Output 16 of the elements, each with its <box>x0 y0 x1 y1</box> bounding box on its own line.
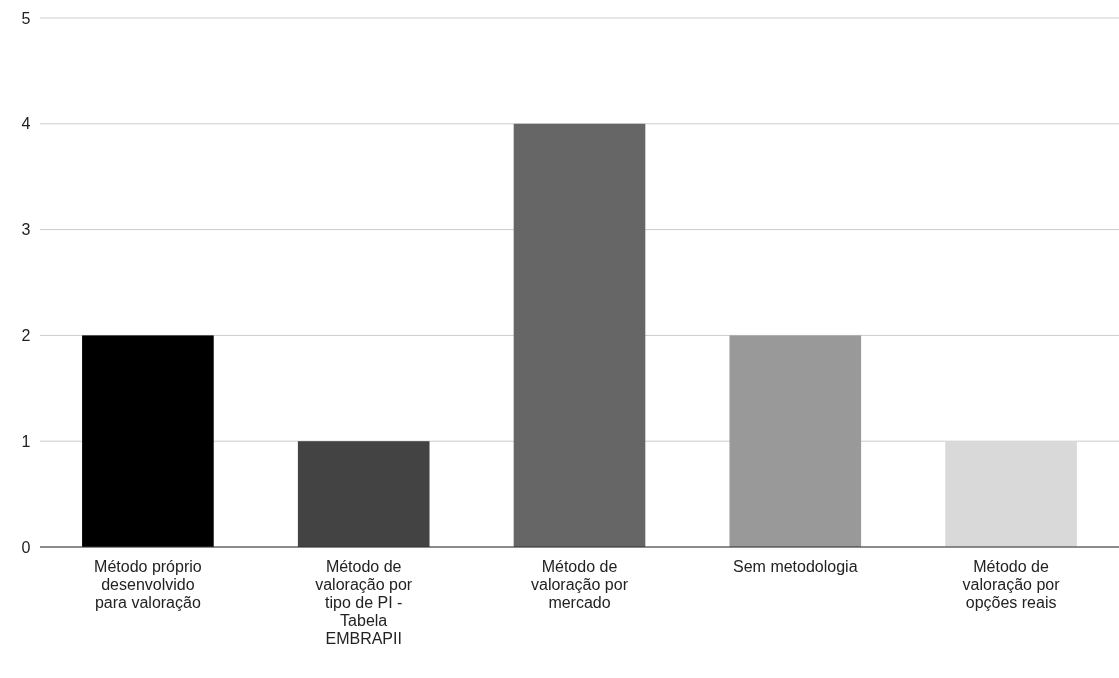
x-tick-label: Método de valoração por mercado <box>531 558 629 611</box>
y-tick-label: 3 <box>21 221 31 239</box>
y-tick-label: 4 <box>21 115 31 133</box>
y-tick-label: 5 <box>21 9 31 27</box>
bar <box>729 335 862 547</box>
y-tick-label: 1 <box>21 432 31 450</box>
x-tick-label: Método de valoração por opções reais <box>962 558 1061 611</box>
bar <box>945 441 1077 547</box>
x-tick-label: Método de valoração por tipo de PI - Tabela EMBRAPII <box>315 558 413 647</box>
bar <box>297 441 430 547</box>
y-tick-label: 2 <box>21 327 31 344</box>
bar <box>513 123 646 547</box>
x-tick-label: Sem metodologia <box>733 558 858 575</box>
bar <box>82 335 214 547</box>
y-tick-label: 0 <box>21 538 31 556</box>
x-tick-label: Método próprio desenvolvido para valoração <box>94 558 202 611</box>
